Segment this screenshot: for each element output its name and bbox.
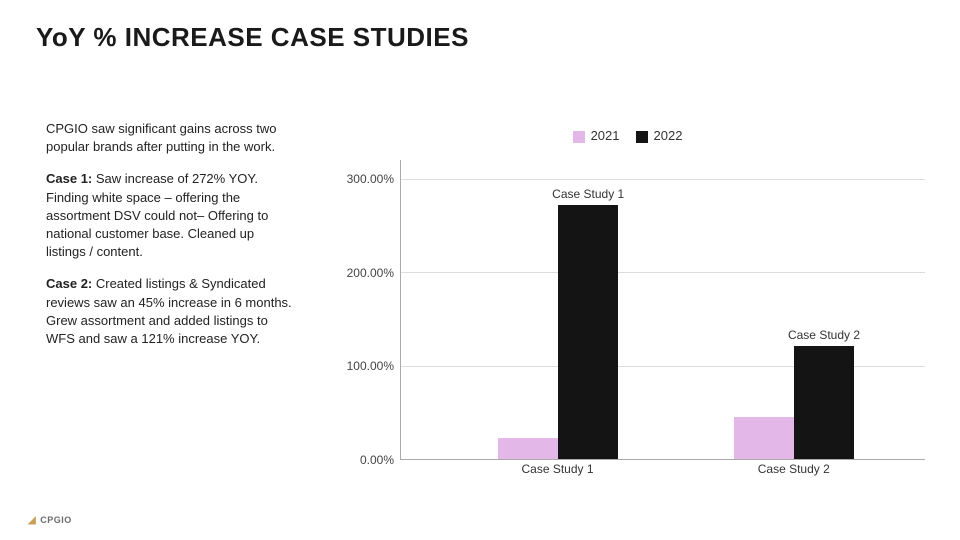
case-2-lead: Case 2: — [46, 276, 92, 291]
legend-swatch — [636, 131, 648, 143]
bar — [794, 346, 854, 459]
body-text: CPGIO saw significant gains across two p… — [46, 120, 296, 362]
legend-item: 2022 — [636, 128, 683, 143]
bar — [734, 417, 794, 459]
y-tick-label: 100.00% — [347, 359, 394, 373]
legend-label: 2021 — [591, 128, 620, 143]
x-tick-label: Case Study 1 — [521, 462, 593, 476]
footer-brand: CPGIO — [40, 515, 72, 525]
case-1-lead: Case 1: — [46, 171, 92, 186]
bar — [558, 205, 618, 459]
logo-icon: ◢ — [28, 515, 36, 526]
bar-value-label: Case Study 1 — [528, 187, 648, 201]
y-tick-label: 0.00% — [360, 453, 394, 467]
chart-legend: 2021 2022 — [330, 128, 925, 143]
page-title: YoY % INCREASE CASE STUDIES — [36, 22, 469, 53]
legend-swatch — [573, 131, 585, 143]
plot-area: 0.00%100.00%200.00%300.00% Case Study 1C… — [330, 160, 925, 460]
y-tick-label: 200.00% — [347, 266, 394, 280]
bar — [498, 438, 558, 459]
case-2-paragraph: Case 2: Created listings & Syndicated re… — [46, 275, 296, 348]
y-axis: 0.00%100.00%200.00%300.00% — [330, 160, 400, 460]
case-1-paragraph: Case 1: Saw increase of 272% YOY. Findin… — [46, 170, 296, 261]
slide: YoY % INCREASE CASE STUDIES CPGIO saw si… — [0, 0, 960, 540]
intro-paragraph: CPGIO saw significant gains across two p… — [46, 120, 296, 156]
legend-label: 2022 — [654, 128, 683, 143]
y-tick-label: 300.00% — [347, 172, 394, 186]
yoy-bar-chart: 2021 2022 0.00% 100.00% 200.00% 300.00% Case… — [330, 120, 925, 480]
x-axis: Case Study 1 Case Study 2 — [400, 462, 925, 482]
x-tick-label: Case Study 2 — [758, 462, 830, 476]
footer-logo: ◢ CPGIO — [28, 515, 72, 526]
legend-item: 2021 — [573, 128, 620, 143]
bar-value-label: Case Study 2 — [764, 328, 884, 342]
bars-layer: Case Study 1 Case Study 2 — [401, 160, 925, 459]
plot: Case Study 1 Case Study 2 — [400, 160, 925, 460]
